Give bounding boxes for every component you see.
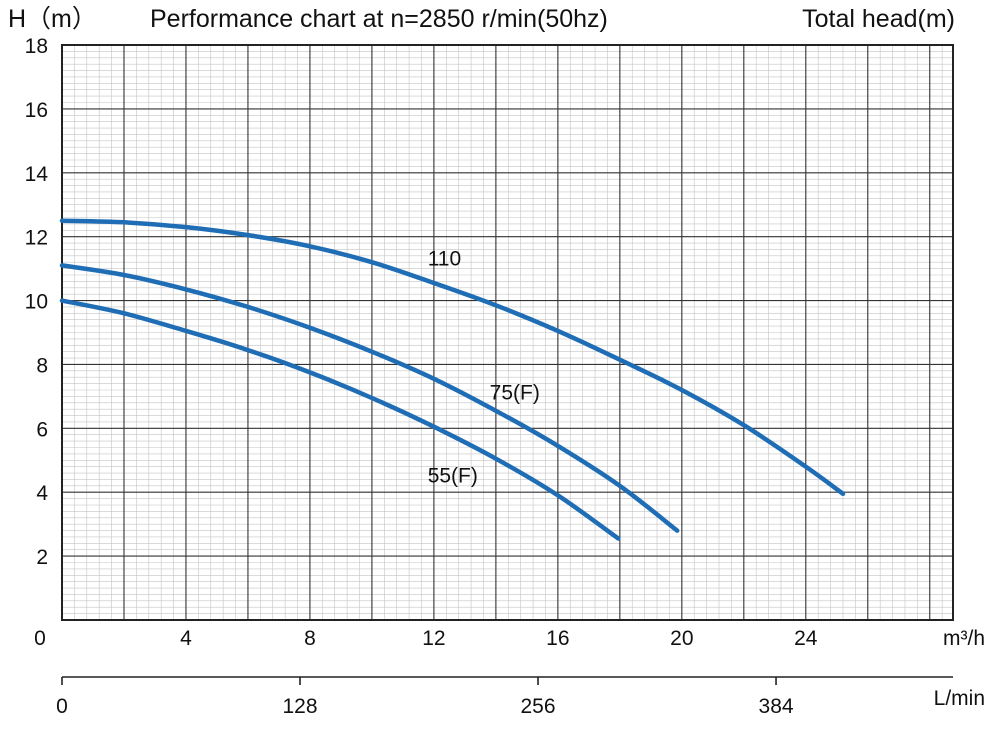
secondary-x-axis: 0 128 256 384 bbox=[56, 676, 953, 718]
y-tick-label: 6 bbox=[36, 418, 48, 441]
x2-tick-label: 384 bbox=[759, 695, 794, 718]
curve-1 bbox=[59, 218, 846, 497]
y-tick-labels: 2 4 6 8 10 12 14 16 18 bbox=[25, 35, 49, 569]
curve-labels: 110 75(F) 55(F) bbox=[428, 247, 540, 487]
x2-tick-label: 128 bbox=[282, 695, 317, 718]
y-tick-label: 16 bbox=[25, 99, 48, 122]
curve-2 bbox=[59, 263, 680, 533]
curve-label-2: 75(F) bbox=[490, 382, 540, 405]
curve-label-3: 55(F) bbox=[428, 465, 478, 488]
x2-tick-label: 256 bbox=[521, 695, 556, 718]
chart-title: Performance chart at n=2850 r/min(50hz) bbox=[150, 5, 608, 33]
curve-label-1: 110 bbox=[428, 247, 461, 270]
y-axis-title-right: Total head(m) bbox=[802, 5, 955, 33]
y-tick-label: 2 bbox=[36, 546, 48, 569]
x-unit-label: m³/h bbox=[943, 627, 985, 650]
x-tick-label: 12 bbox=[422, 627, 445, 650]
curves bbox=[59, 218, 846, 541]
y-tick-label: 14 bbox=[25, 163, 49, 186]
x-tick-label: 0 bbox=[34, 627, 46, 650]
x-tick-label: 24 bbox=[794, 627, 818, 650]
y-axis-label: H（m） bbox=[8, 5, 97, 33]
curve-3 bbox=[59, 298, 621, 541]
x-tick-label: 16 bbox=[546, 627, 569, 650]
x2-tick-label: 0 bbox=[56, 695, 68, 718]
x-tick-label: 8 bbox=[304, 627, 316, 650]
y-tick-label: 8 bbox=[36, 354, 48, 377]
x-tick-label: 4 bbox=[180, 627, 192, 650]
y-tick-label: 12 bbox=[25, 227, 48, 250]
y-tick-label: 10 bbox=[25, 291, 48, 314]
x-tick-label: 20 bbox=[670, 627, 693, 650]
y-tick-label: 4 bbox=[36, 482, 48, 505]
plot-frame bbox=[61, 44, 954, 621]
y-tick-label: 18 bbox=[25, 35, 48, 58]
x2-unit-label: L/min bbox=[934, 687, 985, 710]
x-tick-labels: 0 4 8 12 16 20 24 bbox=[34, 627, 818, 650]
